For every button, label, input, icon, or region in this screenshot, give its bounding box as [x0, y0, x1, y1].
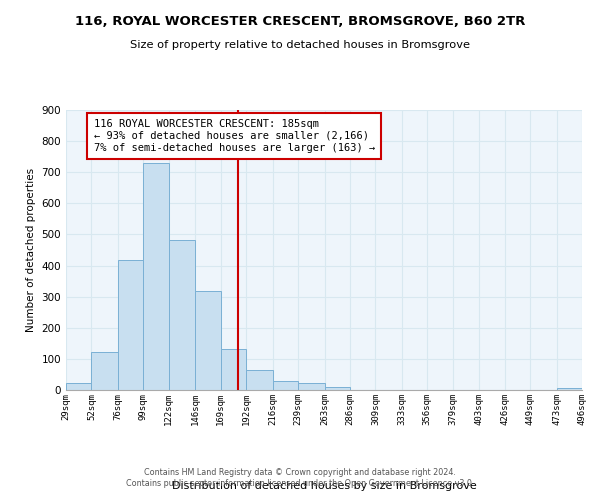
Bar	[298, 383, 325, 390]
Bar	[91, 352, 118, 390]
Text: 116 ROYAL WORCESTER CRESCENT: 185sqm
← 93% of detached houses are smaller (2,166: 116 ROYAL WORCESTER CRESCENT: 185sqm ← 9…	[94, 120, 375, 152]
Bar	[557, 388, 582, 390]
Bar	[66, 383, 91, 390]
Text: Size of property relative to detached houses in Bromsgrove: Size of property relative to detached ho…	[130, 40, 470, 50]
X-axis label: Distribution of detached houses by size in Bromsgrove: Distribution of detached houses by size …	[172, 480, 476, 490]
Text: 116, ROYAL WORCESTER CRESCENT, BROMSGROVE, B60 2TR: 116, ROYAL WORCESTER CRESCENT, BROMSGROV…	[75, 15, 525, 28]
Bar	[195, 292, 221, 390]
Bar	[143, 163, 169, 390]
Bar	[221, 348, 246, 390]
Bar	[246, 370, 272, 390]
Text: Contains HM Land Registry data © Crown copyright and database right 2024.
Contai: Contains HM Land Registry data © Crown c…	[126, 468, 474, 487]
Bar	[272, 380, 298, 390]
Bar	[325, 387, 350, 390]
Y-axis label: Number of detached properties: Number of detached properties	[26, 168, 36, 332]
Bar	[118, 260, 143, 390]
Bar	[169, 240, 195, 390]
